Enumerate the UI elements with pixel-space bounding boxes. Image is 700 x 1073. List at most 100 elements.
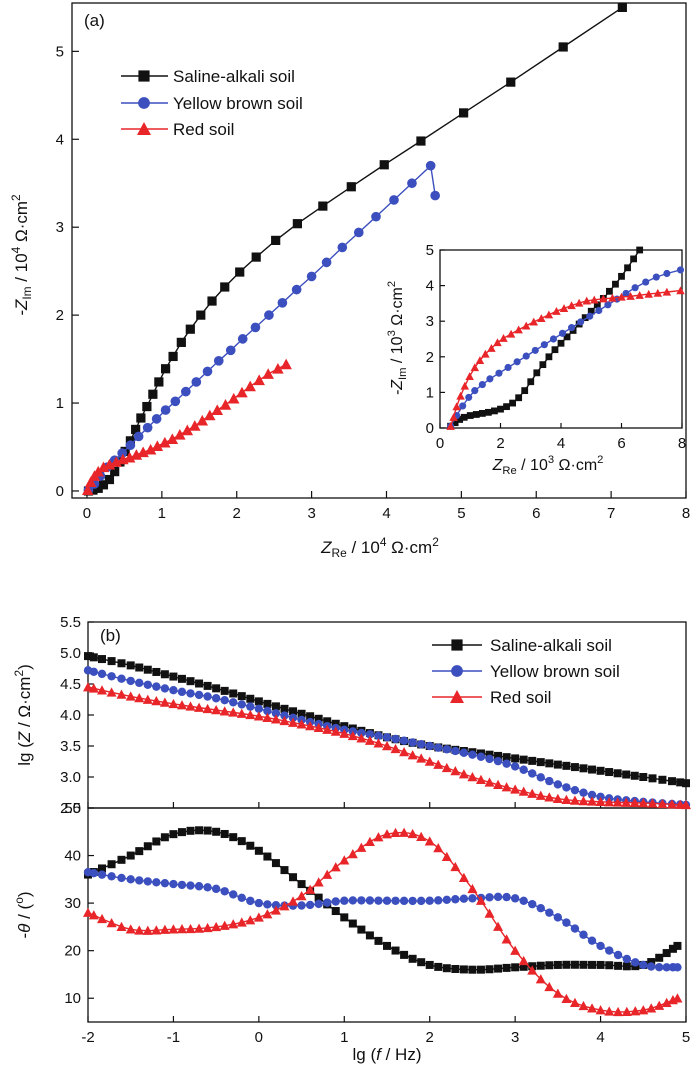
panel-b-bottom-0-marker: [212, 827, 221, 836]
panel-b-bottom-2-marker: [587, 1003, 598, 1013]
inset-1-marker: [604, 301, 612, 309]
panel-b-bottom-2-marker: [97, 913, 108, 924]
panel-b-bottom-2-marker: [638, 1005, 649, 1015]
panel-b-top-2-marker: [544, 792, 555, 802]
panel-b-top-0-marker: [297, 709, 306, 718]
panel-b-bottom-2-marker: [288, 896, 299, 906]
panel-a-1-marker: [237, 334, 248, 344]
panel-b-bottom-2-marker: [202, 922, 213, 933]
panel-b-bottom-1-marker: [434, 896, 443, 905]
panel-b-top-2-marker: [399, 746, 410, 757]
panel-b-top-0-marker: [143, 665, 152, 674]
panel-b-bottom-0-marker: [98, 864, 107, 873]
inset-xtick-label: 8: [678, 435, 686, 452]
panel-b-bottom-1-marker: [374, 896, 383, 905]
panel-b-bottom-0-marker: [647, 958, 656, 967]
panel-b-top-1-marker: [126, 676, 135, 686]
inset-0-marker: [451, 419, 459, 427]
panel-b-top-0-marker: [186, 677, 195, 686]
panel-a-2-marker: [219, 399, 232, 410]
panel-b-bottom-0-marker: [442, 964, 451, 973]
inset-0-marker: [624, 264, 631, 272]
panel-b-top-2-marker: [219, 706, 230, 716]
panel-b-top-1-marker: [485, 754, 494, 764]
panel-b-bottom-2-marker: [450, 861, 461, 872]
panel-b-bottom-1-marker: [169, 879, 178, 889]
panel-b-bottom-2-marker: [296, 890, 307, 901]
panel-b-bottom-2-marker: [228, 919, 239, 929]
panel-b-bottom-1-marker: [271, 901, 281, 910]
panel-b-bottom-ytick-label: 50: [64, 800, 81, 817]
panel-b-top-1-marker: [553, 780, 563, 789]
panel-b-bottom-2-marker: [219, 920, 230, 930]
panel-b-bottom-2-marker: [569, 997, 580, 1008]
panel-b-bottom-1-marker: [579, 930, 588, 939]
panel-b-top-1-marker: [117, 674, 126, 683]
panel-b-bottom-xtick-label: -1: [167, 1029, 180, 1046]
panel-b-bottom-1-marker: [655, 962, 664, 972]
panel-b-top-ytick-label: 2.5: [60, 800, 81, 817]
inset-2-marker: [449, 413, 458, 421]
panel-b-bottom-2-marker: [88, 910, 99, 920]
panel-b-bottom-0-marker: [195, 826, 204, 835]
panel-b-top-2-marker: [416, 753, 427, 763]
panel-b-bottom-frame: [87, 807, 687, 1023]
panel-b-top-1-marker: [143, 680, 152, 689]
panel-b-bottom-0-series-line: [87, 829, 678, 971]
panel-b-top-1-marker: [442, 745, 451, 754]
panel-a-frame: [71, 2, 687, 499]
inset-xtick-label: 4: [557, 435, 565, 452]
panel-b-bottom-1-marker: [117, 873, 126, 883]
inset-ytick-label: 4: [426, 278, 434, 295]
panel-b-top-0-marker: [246, 694, 255, 703]
panel-b-top-0-marker: [169, 672, 178, 681]
panel-b-top-0-marker: [229, 689, 238, 698]
panel-b-top-2-marker: [211, 705, 222, 715]
panel-b-top-2-marker: [390, 743, 401, 754]
panel-b-bottom-1-marker: [451, 895, 460, 904]
panel-b-bottom-xtick-label: 3: [511, 1029, 519, 1046]
panel-a-xtick-label: 5: [457, 505, 465, 522]
inset-2-marker: [608, 293, 617, 302]
panel-b-top-2-marker: [330, 726, 341, 736]
panel-b-bottom-2-marker: [458, 872, 469, 883]
panel-b-top-2-marker: [458, 769, 469, 779]
panel-b-top-2-marker: [441, 762, 452, 773]
panel-b-top-2-marker: [142, 694, 153, 704]
panel-b-bottom-1-marker: [468, 894, 477, 903]
panel-b-bottom-1-marker: [459, 894, 469, 903]
panel-b-bottom-2-marker: [441, 851, 452, 861]
panel-b-bottom-0-marker: [668, 944, 677, 953]
panel-b-top-0-marker: [639, 773, 648, 781]
panel-b-top-0-marker: [613, 769, 622, 778]
inset-0-marker: [545, 353, 553, 361]
inset-1-marker: [522, 352, 530, 360]
inset-0-marker: [503, 403, 510, 411]
inset-1-marker: [631, 284, 639, 292]
panel-b-bottom-0-marker: [596, 960, 605, 969]
panel-b-bottom-0-marker: [107, 860, 116, 869]
panel-b-bottom-1-marker: [331, 897, 340, 906]
panel-a-1-marker: [353, 227, 364, 238]
panel-a-1-marker: [133, 431, 144, 442]
panel-a-ytick-label: 0: [56, 483, 64, 500]
panel-b-bottom-0-marker: [502, 963, 511, 972]
panel-b-top-2-marker: [106, 687, 117, 697]
panel-b-bottom-2-marker: [475, 895, 486, 905]
inset-ylabel: -ZIm / 103 Ω·cm2: [386, 281, 409, 395]
panel-a-0-marker: [168, 351, 178, 362]
panel-b-top-2-marker: [97, 685, 108, 695]
panel-b-bottom-2-marker: [364, 836, 375, 847]
panel-b-top-2-marker: [194, 702, 205, 712]
panel-b-top-0-marker: [89, 653, 98, 662]
panel-a-2-marker: [227, 392, 240, 404]
panel-b-top-2-marker: [279, 715, 290, 726]
panel-b-bottom-2-marker: [613, 1006, 624, 1017]
panel-b-bottom-2-marker: [176, 924, 187, 934]
panel-a-label: (a): [84, 11, 105, 30]
panel-b-bottom-0-marker: [468, 965, 477, 974]
panel-b-top-2-marker: [134, 693, 145, 703]
panel-b-bottom-0-marker: [297, 880, 306, 889]
panel-a-1-marker: [170, 396, 181, 407]
panel-b-bottom-2-marker: [399, 827, 410, 837]
